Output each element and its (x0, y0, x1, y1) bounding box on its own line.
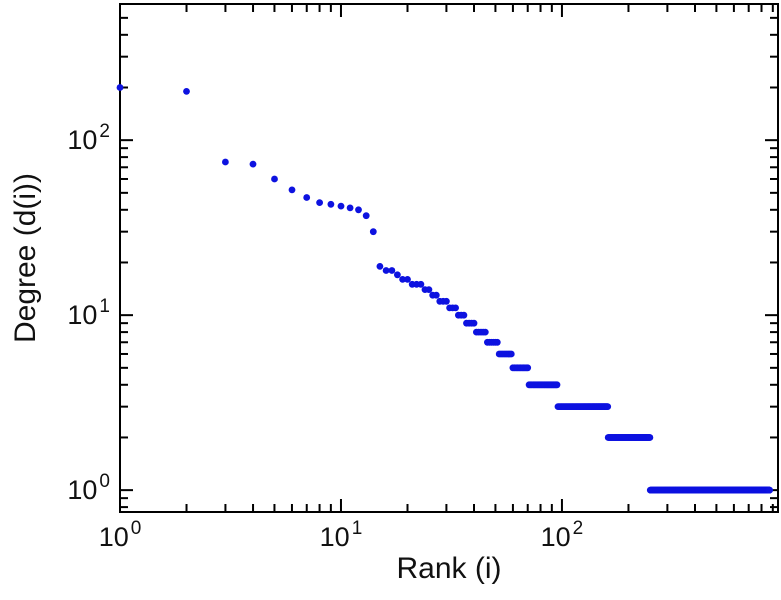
data-point (316, 199, 323, 207)
data-point (288, 186, 296, 194)
data-point (183, 88, 190, 95)
y-tick-label: 10 2 (67, 121, 110, 155)
data-point (404, 276, 411, 283)
x-tick-label: 10 2 (541, 518, 584, 552)
data-point (452, 304, 459, 312)
data-point (346, 204, 354, 212)
y-tick-label: 10 0 (67, 471, 110, 505)
data-point (337, 202, 345, 210)
data-point (432, 291, 440, 299)
data-point (766, 486, 773, 494)
x-tick-label: 10 0 (99, 518, 142, 552)
data-point (553, 381, 561, 389)
data-point (481, 328, 489, 336)
data-point (425, 286, 433, 293)
data-point (507, 350, 515, 358)
data-point (382, 267, 390, 274)
y-tick-label: 10 1 (67, 296, 110, 330)
data-point (376, 263, 384, 270)
data-point (646, 434, 654, 441)
data-point (604, 403, 612, 410)
data-point (249, 160, 257, 168)
data-point (116, 84, 124, 91)
data-point (222, 158, 229, 166)
x-tick-label: 10 1 (320, 518, 363, 552)
data-point (524, 364, 532, 372)
data-point (362, 212, 370, 220)
data-point (271, 175, 278, 183)
data-point (493, 338, 501, 346)
data-point (369, 228, 377, 236)
data-point (460, 311, 468, 319)
data-point (303, 194, 311, 201)
data-point (417, 280, 425, 288)
x-axis-title: Rank (i) (396, 552, 502, 585)
data-point (399, 276, 406, 283)
data-point (394, 271, 401, 279)
data-point (443, 297, 450, 305)
y-axis-title: Degree (d(i)) (9, 172, 42, 344)
data-point (388, 267, 396, 274)
data-point (470, 319, 478, 327)
plot-frame (119, 3, 779, 513)
data-point (355, 206, 362, 214)
data-point (327, 200, 335, 208)
